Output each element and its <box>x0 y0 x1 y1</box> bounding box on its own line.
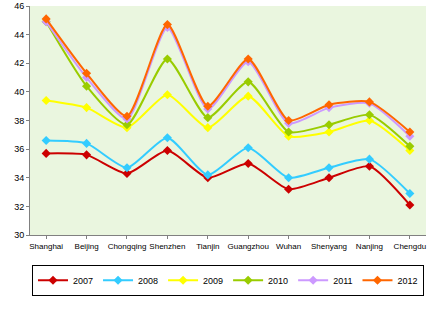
svg-text:36: 36 <box>14 144 24 154</box>
svg-text:Shenyang: Shenyang <box>311 242 347 251</box>
svg-text:40: 40 <box>14 87 24 97</box>
svg-text:46: 46 <box>14 1 24 11</box>
svg-text:Beijing: Beijing <box>75 242 99 251</box>
svg-text:Wuhan: Wuhan <box>276 242 301 251</box>
svg-text:2012: 2012 <box>397 276 417 286</box>
svg-text:Nanjing: Nanjing <box>356 242 383 251</box>
svg-text:2007: 2007 <box>73 276 93 286</box>
svg-text:2009: 2009 <box>203 276 223 286</box>
svg-text:Chengdu: Chengdu <box>394 242 426 251</box>
svg-text:Shenzhen: Shenzhen <box>149 242 185 251</box>
svg-text:32: 32 <box>14 202 24 212</box>
svg-text:Guangzhou: Guangzhou <box>228 242 269 251</box>
svg-text:Shanghai: Shanghai <box>29 242 63 251</box>
svg-text:30: 30 <box>14 230 24 240</box>
svg-text:Chongqing: Chongqing <box>108 242 147 251</box>
svg-text:2010: 2010 <box>268 276 288 286</box>
svg-text:Tianjin: Tianjin <box>196 242 219 251</box>
svg-text:44: 44 <box>14 30 24 40</box>
svg-text:34: 34 <box>14 173 24 183</box>
svg-text:2011: 2011 <box>333 276 352 286</box>
svg-text:2008: 2008 <box>138 276 158 286</box>
svg-text:38: 38 <box>14 116 24 126</box>
svg-text:42: 42 <box>14 58 24 68</box>
